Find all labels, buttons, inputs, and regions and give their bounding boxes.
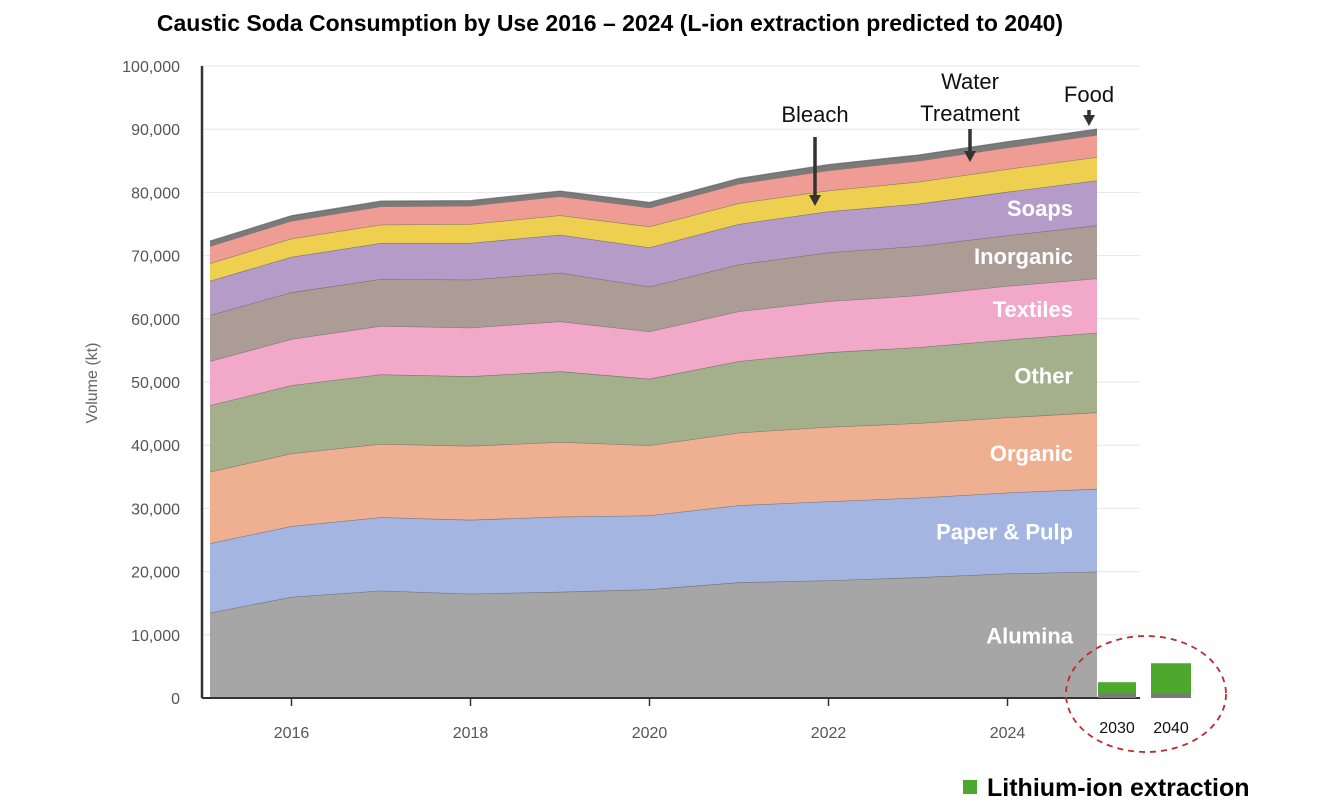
area-paper-pulp xyxy=(210,488,1097,613)
area-other xyxy=(210,332,1097,472)
annotation-text: Water xyxy=(941,69,999,94)
inset-base-bar xyxy=(1098,693,1136,698)
y-tick-labels: 0 10,000 20,000 30,000 40,000 50,000 60,000 70,… xyxy=(122,59,180,708)
legend-swatch xyxy=(963,780,977,794)
x-tick-label: 2022 xyxy=(811,725,847,742)
lithium-inset: 2030 2040 xyxy=(1065,635,1227,753)
inset-tick-label: 2040 xyxy=(1153,720,1189,737)
area-label: Inorganic xyxy=(974,244,1073,269)
area-label: Other xyxy=(1014,364,1073,389)
area-bleach xyxy=(210,157,1097,281)
area-label: Soaps xyxy=(1007,196,1073,221)
y-tick-label: 80,000 xyxy=(131,185,180,202)
x-tick-label: 2018 xyxy=(453,725,489,742)
arrow-head xyxy=(1083,115,1095,126)
annotation-text: Treatment xyxy=(920,101,1019,126)
y-tick-label: 20,000 xyxy=(131,565,180,582)
y-tick-label: 30,000 xyxy=(131,501,180,518)
y-axis-label: Volume (kt) xyxy=(84,343,101,424)
area-soaps xyxy=(210,180,1097,315)
area-alumina xyxy=(210,571,1097,698)
y-tick-label: 60,000 xyxy=(131,312,180,329)
highlight-ellipse xyxy=(1065,635,1227,753)
x-tick-label: 2016 xyxy=(274,725,310,742)
area-inorganic xyxy=(210,225,1097,362)
area-labels: Alumina Paper & Pulp Organic Other Textiles I… xyxy=(936,196,1074,648)
stacked-areas xyxy=(209,128,1098,698)
area-label: Paper & Pulp xyxy=(936,520,1073,545)
area-label: Organic xyxy=(990,441,1073,466)
inset-tick-label: 2030 xyxy=(1099,720,1135,737)
area-textiles xyxy=(210,278,1097,406)
x-tick-label: 2020 xyxy=(632,725,668,742)
area-water-treatment xyxy=(210,134,1097,264)
y-tick-label: 70,000 xyxy=(131,249,180,266)
legend-label: Lithium-ion extraction xyxy=(987,774,1250,802)
arrow-head xyxy=(964,151,976,162)
annotation-text: Bleach xyxy=(781,102,848,127)
inset-base-bar xyxy=(1151,693,1191,698)
x-tick-label: 2024 xyxy=(990,725,1026,742)
lithium-bar xyxy=(1098,682,1136,693)
y-tick-label: 90,000 xyxy=(131,122,180,139)
y-tick-label: 100,000 xyxy=(122,59,180,76)
area-label: Alumina xyxy=(986,623,1074,648)
arrow-head xyxy=(809,195,821,206)
axes xyxy=(200,66,1140,699)
annotation-text: Food xyxy=(1064,82,1114,107)
x-tick-labels: 2016 2018 2020 2022 2024 xyxy=(274,698,1026,742)
area-label: Textiles xyxy=(993,297,1073,322)
y-tick-label: 40,000 xyxy=(131,438,180,455)
lithium-bar xyxy=(1151,663,1191,693)
area-boundary-line xyxy=(209,128,1098,242)
y-tick-label: 50,000 xyxy=(131,375,180,392)
annotations: Bleach Water Treatment Food xyxy=(781,69,1114,206)
legend: Lithium-ion extraction xyxy=(963,774,1250,802)
y-tick-label: 10,000 xyxy=(131,628,180,645)
chart-title: Caustic Soda Consumption by Use 2016 – 2… xyxy=(157,10,1063,36)
y-tick-label: 0 xyxy=(171,691,180,708)
